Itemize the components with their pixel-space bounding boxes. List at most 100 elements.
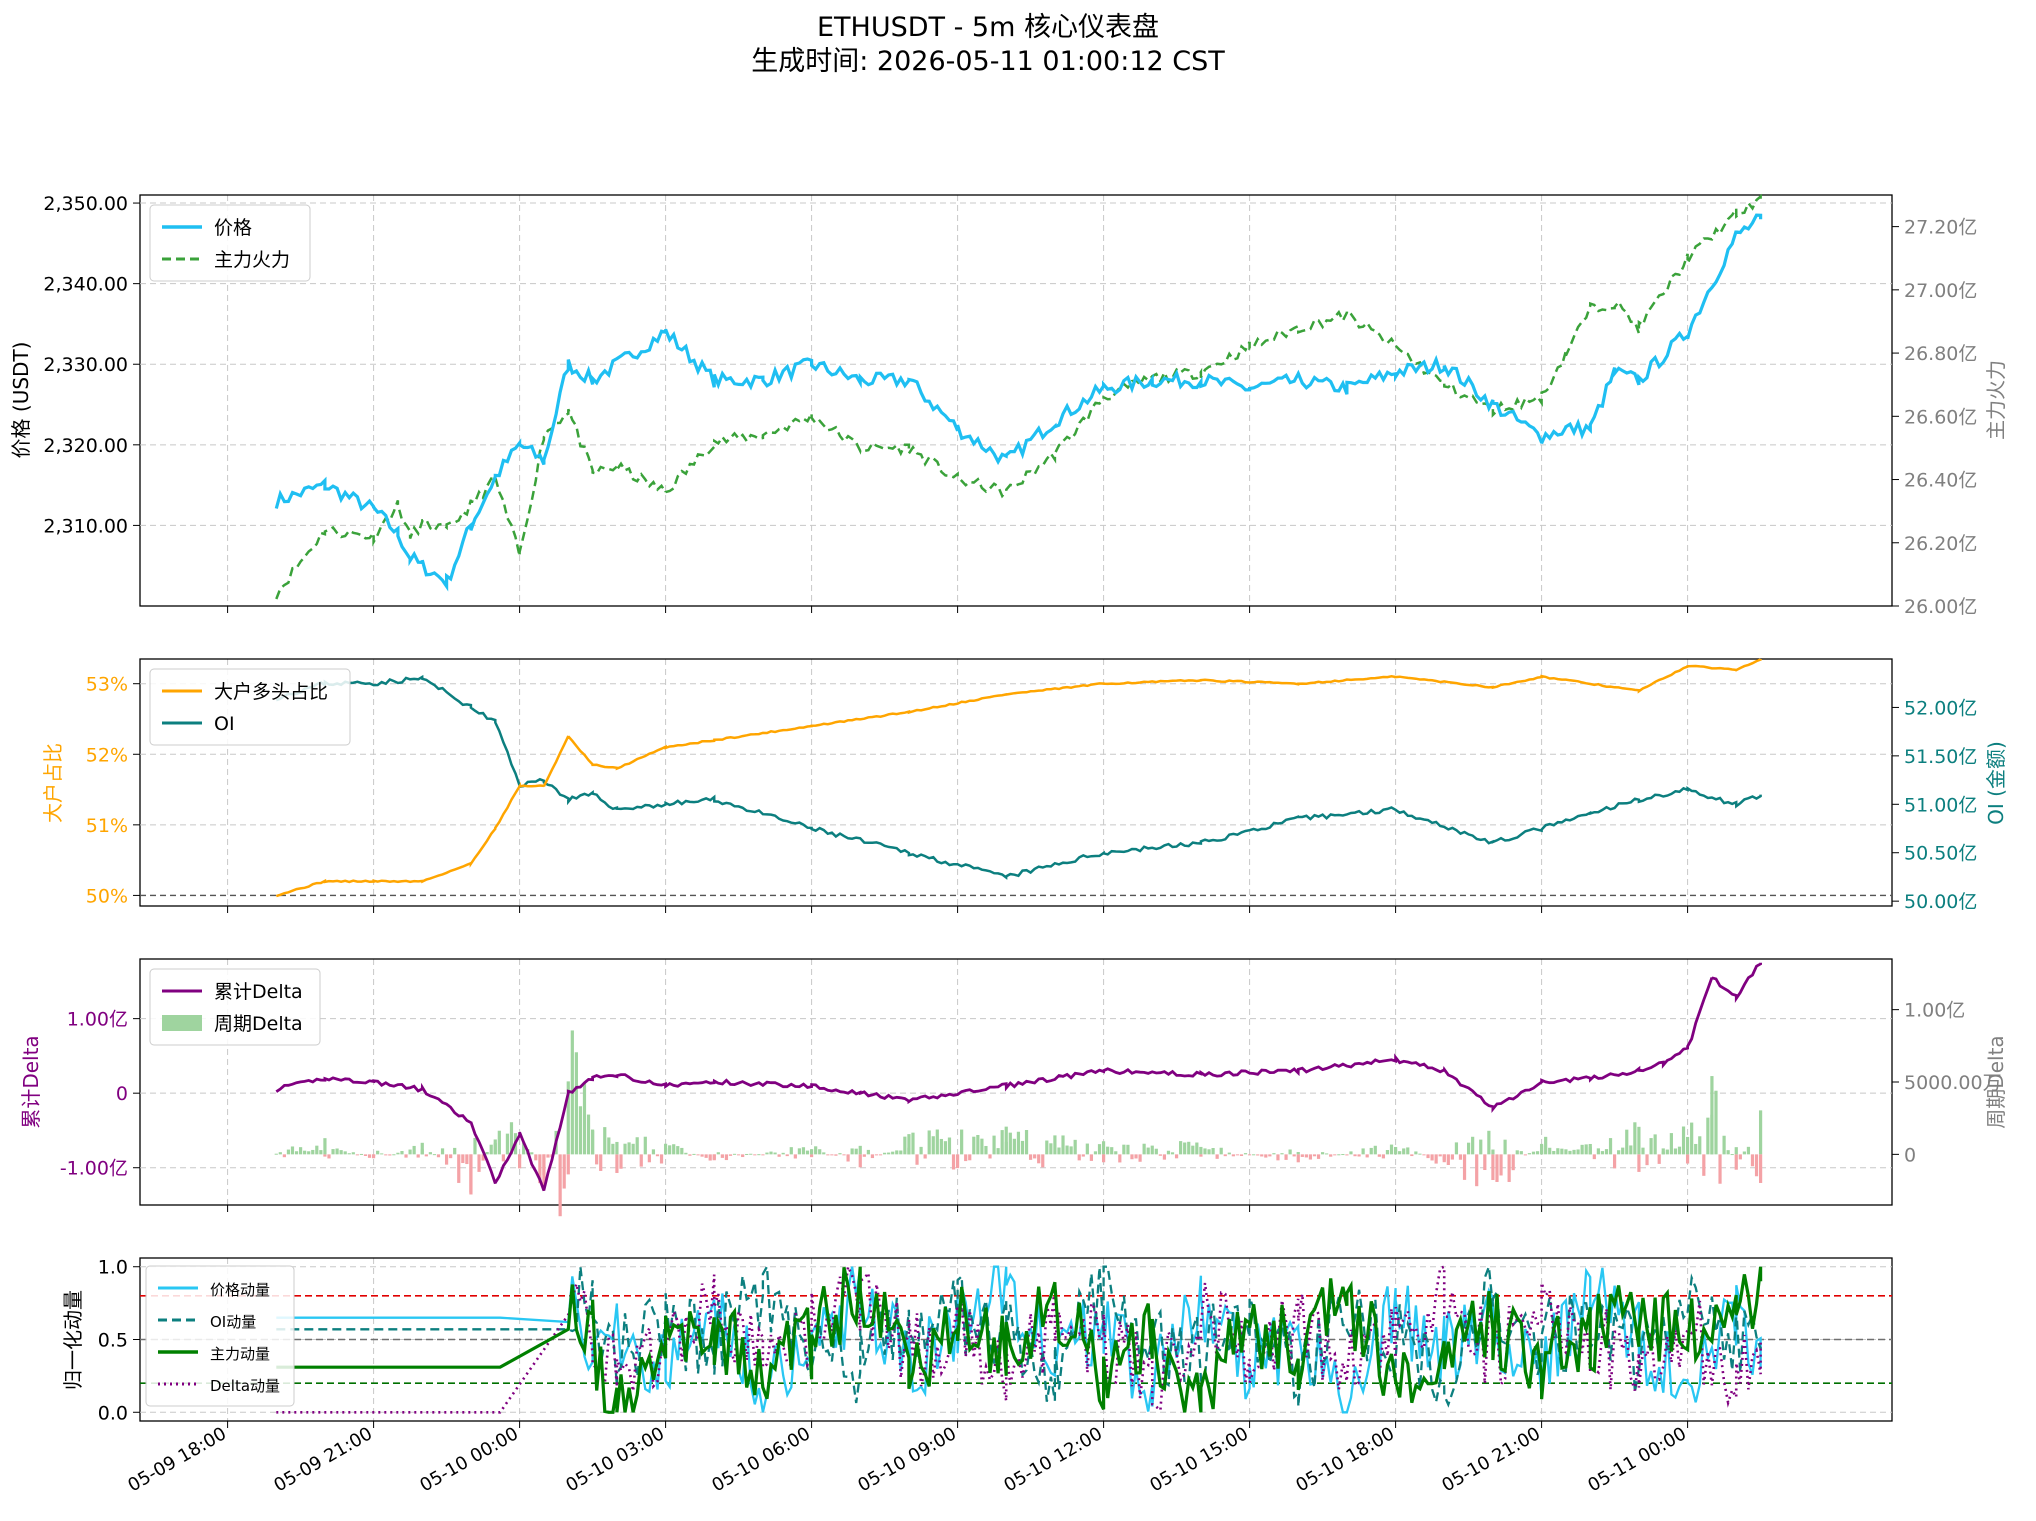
delta-bar xyxy=(1576,1149,1580,1155)
delta-bar xyxy=(331,1149,335,1155)
delta-bar xyxy=(810,1149,814,1155)
delta-bar xyxy=(911,1132,915,1155)
delta-bar xyxy=(732,1153,737,1155)
delta-bar xyxy=(939,1138,943,1155)
delta-bar xyxy=(1316,1154,1321,1159)
delta-bar xyxy=(1414,1151,1418,1155)
delta-bar xyxy=(716,1152,720,1155)
delta-bar xyxy=(591,1130,595,1155)
delta-bar xyxy=(530,1152,534,1155)
delta-bar xyxy=(485,1151,489,1155)
delta-bar xyxy=(1426,1154,1430,1159)
delta-bar xyxy=(1243,1153,1248,1155)
delta-bar xyxy=(1195,1142,1199,1155)
series-cumdelta xyxy=(275,962,1762,1192)
x-tick-label: 05-10 15:00 xyxy=(1146,1423,1252,1496)
delta-bar xyxy=(1706,1117,1710,1155)
delta-bar xyxy=(1410,1154,1414,1157)
delta-bar xyxy=(367,1154,372,1158)
delta-bar xyxy=(1430,1154,1434,1161)
delta-bar xyxy=(1540,1145,1544,1155)
delta-bar xyxy=(1438,1154,1442,1157)
delta-bar xyxy=(1686,1136,1690,1155)
delta-bar xyxy=(1738,1154,1742,1160)
delta-bar xyxy=(1020,1140,1025,1155)
delta-bar xyxy=(1718,1154,1722,1184)
delta-bar xyxy=(1600,1151,1605,1155)
delta-bar xyxy=(1203,1148,1207,1155)
delta-bar xyxy=(1016,1131,1021,1155)
delta-bar xyxy=(1685,1154,1690,1164)
delta-bar xyxy=(1385,1150,1390,1155)
delta-bar xyxy=(1681,1126,1686,1155)
delta-bar xyxy=(574,1052,578,1155)
delta-bar xyxy=(1341,1154,1345,1156)
y2-tick-label: 51.50亿 xyxy=(1904,746,1977,768)
delta-bar xyxy=(1028,1154,1033,1160)
delta-bar xyxy=(655,1154,660,1157)
y2-tick-label: 26.60亿 xyxy=(1904,406,1977,428)
delta-bar xyxy=(1462,1154,1467,1180)
delta-bar xyxy=(712,1154,716,1160)
delta-bar xyxy=(1714,1090,1718,1155)
delta-bar xyxy=(1584,1144,1588,1155)
delta-bar xyxy=(335,1148,339,1155)
delta-bar xyxy=(1102,1154,1106,1163)
delta-bar xyxy=(449,1154,453,1159)
delta-bar xyxy=(684,1152,688,1155)
delta-bar xyxy=(384,1154,388,1156)
delta-bar xyxy=(363,1154,368,1156)
delta-bar xyxy=(1637,1126,1641,1155)
delta-bar xyxy=(976,1134,980,1155)
delta-bar xyxy=(805,1150,810,1155)
delta-bar xyxy=(416,1154,420,1158)
delta-bar xyxy=(1008,1132,1012,1155)
delta-bar xyxy=(323,1138,327,1155)
delta-bar xyxy=(1158,1154,1162,1156)
delta-bar xyxy=(631,1143,635,1155)
delta-bar xyxy=(858,1145,862,1155)
delta-bar xyxy=(1657,1154,1661,1164)
series-mom-price xyxy=(276,1265,1762,1414)
delta-bar xyxy=(676,1146,680,1155)
legend-label: 周期Delta xyxy=(214,1013,303,1035)
delta-bar xyxy=(668,1145,672,1155)
delta-bar xyxy=(1592,1154,1596,1160)
y-axis-label: 大户占比 xyxy=(41,743,65,823)
delta-bar xyxy=(659,1154,664,1164)
delta-bar xyxy=(769,1151,773,1155)
delta-bar xyxy=(1759,1154,1763,1183)
delta-bar xyxy=(1247,1154,1252,1156)
delta-bar xyxy=(1122,1144,1126,1155)
delta-bar xyxy=(1394,1146,1398,1155)
delta-bar xyxy=(1588,1143,1592,1155)
delta-bar xyxy=(1150,1145,1154,1155)
delta-bar xyxy=(647,1154,651,1163)
legend-label: 价格动量 xyxy=(210,1281,270,1299)
chart-title: ETHUSDT - 5m 核心仪表盘 xyxy=(817,12,1159,43)
series-oi xyxy=(275,674,1762,880)
y2-axis-label: 主力火力 xyxy=(1984,360,2008,440)
delta-bar xyxy=(968,1154,972,1161)
delta-bar xyxy=(1276,1154,1280,1161)
delta-bar xyxy=(1308,1154,1313,1160)
delta-bar xyxy=(1304,1154,1308,1158)
delta-bar xyxy=(595,1154,599,1165)
delta-bar xyxy=(1146,1147,1150,1155)
delta-bar xyxy=(582,1082,587,1155)
delta-bar xyxy=(566,1081,570,1155)
delta-bar xyxy=(1653,1134,1657,1155)
delta-bar xyxy=(1690,1122,1694,1155)
delta-bar xyxy=(1166,1150,1171,1155)
delta-bar xyxy=(1596,1148,1600,1155)
delta-bar xyxy=(611,1143,615,1155)
delta-bar xyxy=(1183,1142,1187,1155)
delta-bar xyxy=(1065,1145,1069,1155)
delta-bar xyxy=(972,1136,976,1155)
series-firepower xyxy=(275,193,1762,600)
delta-bar xyxy=(1511,1154,1515,1171)
delta-bar xyxy=(1081,1154,1085,1157)
delta-bar xyxy=(1170,1152,1175,1155)
delta-bar xyxy=(1641,1147,1645,1155)
series-price xyxy=(274,213,1763,592)
